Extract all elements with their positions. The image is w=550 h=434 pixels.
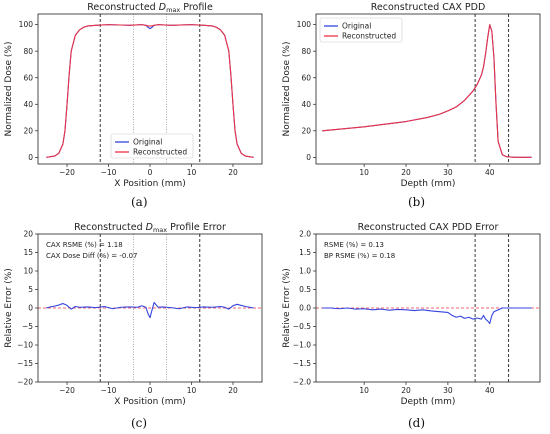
y-tick-label: 100 [297, 20, 312, 29]
y-tick-label: 1.5 [299, 248, 311, 257]
annotation-text: BP RSME (%) = 0.18 [324, 252, 395, 260]
chart-title-part: Profile Error [167, 222, 226, 233]
y-tick-label: −1.5 [293, 359, 311, 368]
x-tick-label: 20 [228, 386, 238, 395]
chart-title-part: max [166, 6, 180, 14]
x-tick-label: 30 [443, 386, 453, 395]
y-tick-label: 20 [23, 126, 33, 135]
annotation-text: RSME (%) = 0.13 [324, 241, 384, 249]
panel-label-d: (d) [408, 416, 426, 430]
x-tick-label: −10 [101, 386, 117, 395]
y-tick-label: 0.5 [299, 285, 311, 294]
y-tick-label: 80 [23, 47, 33, 56]
x-tick-label: 10 [187, 386, 197, 395]
chart-title-part: Profile [180, 2, 213, 13]
x-tick-label: −20 [59, 168, 75, 177]
y-tick-label: 0.0 [299, 304, 311, 313]
y-tick-label: 0 [306, 153, 311, 162]
chart-title-part: D [159, 2, 166, 13]
legend-entry: Original [133, 138, 162, 147]
series-line-reconstructed [322, 24, 532, 158]
x-tick-label: 20 [401, 386, 411, 395]
y-tick-label: 20 [301, 126, 311, 135]
panel-label-b: (b) [408, 195, 426, 209]
x-tick-label: 0 [148, 168, 153, 177]
x-axis-label: Depth (mm) [401, 397, 456, 407]
y-axis-label: Relative Error (%) [4, 268, 14, 348]
x-axis-label: X Position (mm) [114, 397, 186, 407]
chart-title: Reconstructed CAX PDD Error [358, 222, 499, 233]
legend-box [110, 133, 194, 159]
chart-title: Reconstructed CAX PDD [371, 2, 486, 13]
x-tick-label: −10 [101, 168, 117, 177]
panel-b-pdd: Reconstructed CAX PDD 10 20 30 40 0 20 40 60 80 10… [282, 2, 541, 189]
y-tick-label: 100 [19, 20, 34, 29]
plot-area [316, 234, 540, 382]
chart-title-part: max [153, 226, 167, 234]
series-line-original [322, 24, 532, 158]
x-tick-label: 10 [359, 386, 369, 395]
series-line-error [322, 307, 532, 325]
legend-entry: Reconstructed [342, 32, 396, 41]
y-tick-label: 40 [301, 100, 311, 109]
y-tick-label: 40 [23, 100, 33, 109]
y-tick-label: −10 [17, 341, 33, 350]
y-tick-label: 0 [28, 304, 33, 313]
y-tick-label: −5 [22, 322, 33, 331]
x-tick-label: 10 [359, 168, 369, 177]
y-axis-label: Normalized Dose (%) [282, 42, 292, 137]
panel-d-pdd-error: Reconstructed CAX PDD Error 10 20 30 40 −2.0 −… [282, 222, 541, 407]
x-tick-label: 0 [148, 386, 153, 395]
axes-frame [315, 13, 541, 165]
panel-label-c: (c) [131, 416, 148, 430]
y-tick-label: 0 [28, 153, 33, 162]
y-tick-label: −1.0 [293, 341, 311, 350]
x-axis-label: X Position (mm) [114, 179, 186, 189]
x-tick-label: 10 [187, 168, 197, 177]
y-tick-label: 1.0 [299, 267, 311, 276]
y-axis-label: Relative Error (%) [282, 268, 292, 348]
legend-entry: Reconstructed [133, 148, 187, 157]
x-axis-label: Depth (mm) [401, 179, 456, 189]
chart-title: Reconstructed Dmax Profile Error [74, 222, 226, 234]
x-tick-label: 30 [443, 168, 453, 177]
y-tick-label: 2.0 [299, 230, 311, 239]
y-axis-label: Normalized Dose (%) [4, 42, 14, 137]
annotation-text: CAX Dose Diff (%) = -0.07 [46, 252, 137, 260]
y-tick-label: −20 [17, 378, 33, 387]
x-tick-label: −20 [59, 386, 75, 395]
y-tick-label: 80 [301, 47, 311, 56]
legend-box [319, 17, 403, 43]
y-tick-label: 20 [23, 230, 33, 239]
y-tick-label: −0.5 [293, 322, 311, 331]
y-tick-label: −15 [17, 359, 33, 368]
plot-area [322, 14, 532, 164]
legend-entry: Original [342, 22, 371, 31]
y-tick-label: 15 [23, 248, 33, 257]
panel-a-profile: Reconstructed Dmax Profile −20 −10 0 10 20 0 20… [4, 2, 263, 189]
y-tick-label: 10 [23, 267, 33, 276]
x-tick-label: 20 [228, 168, 238, 177]
y-tick-label: 5 [28, 285, 33, 294]
chart-title-part: D [146, 222, 153, 233]
plot-area [38, 234, 262, 382]
x-tick-label: 40 [485, 386, 495, 395]
series-line-reconstructed [46, 24, 254, 158]
panel-label-a: (a) [131, 195, 148, 209]
y-tick-label: 60 [301, 73, 311, 82]
chart-title-part: Reconstructed [87, 2, 159, 13]
chart-title-part: Reconstructed [74, 222, 146, 233]
series-line-error [46, 301, 254, 319]
y-tick-label: −2.0 [293, 378, 311, 387]
plot-area [46, 14, 254, 164]
x-tick-label: 20 [401, 168, 411, 177]
chart-title: Reconstructed Dmax Profile [87, 2, 213, 14]
panel-c-profile-error: Reconstructed Dmax Profile Error −20 −10 0 1… [4, 222, 263, 407]
y-tick-label: 60 [23, 73, 33, 82]
annotation-text: CAX RSME (%) = 1.18 [46, 241, 123, 249]
x-tick-label: 40 [485, 168, 495, 177]
